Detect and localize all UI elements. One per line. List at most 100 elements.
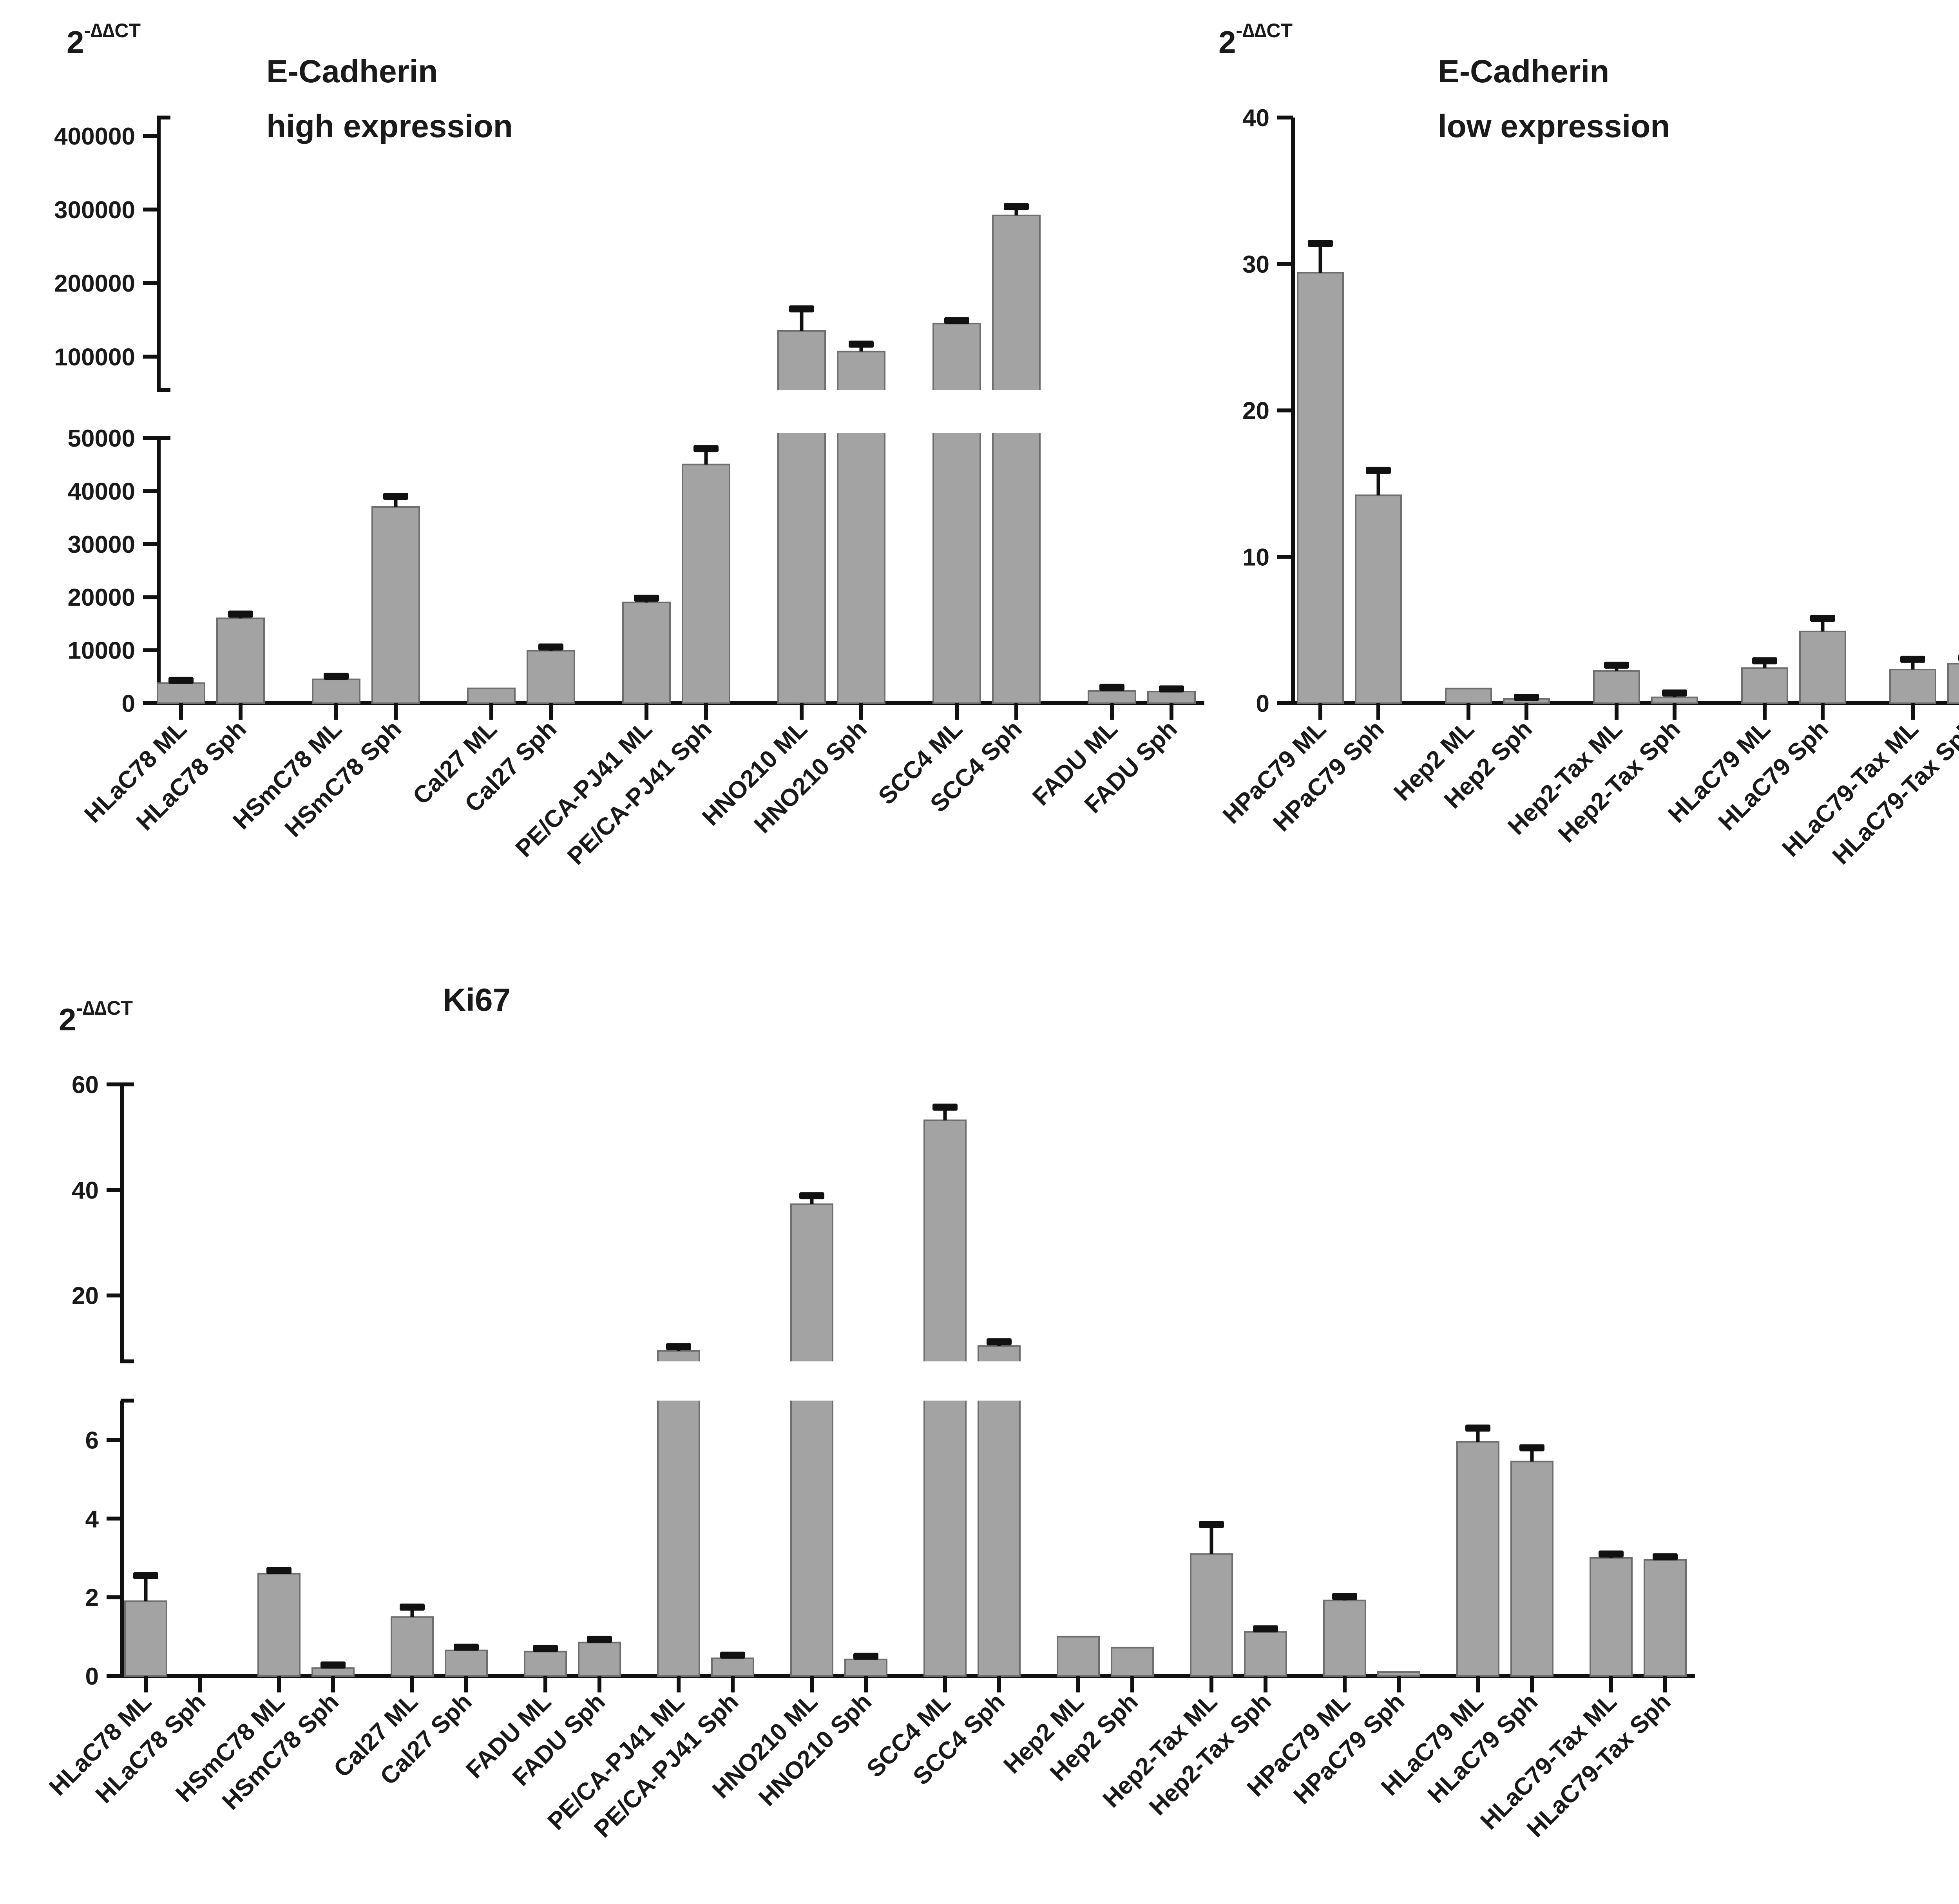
error-cap-hlac79-tax-ml: [1599, 1550, 1624, 1558]
bar-fadu-ml: [524, 1651, 567, 1677]
y-axis-label: 2-∆∆CT: [59, 997, 133, 1037]
bar-scc4-sph: [992, 214, 1041, 704]
error-cap-cal27-sph: [454, 1643, 479, 1651]
bar-hlac78-ml: [124, 1600, 167, 1677]
bar-hlac79-ml: [1456, 1441, 1499, 1677]
chart-title: Ki67: [443, 982, 511, 1018]
bar-hep2-ml: [1057, 1636, 1100, 1677]
error-cap-fadu-ml: [533, 1645, 558, 1652]
y-tick-label: 40: [1242, 105, 1269, 132]
bar-hep2-sph: [1111, 1647, 1154, 1677]
bar-hlac79-tax-sph: [1947, 663, 1959, 704]
y-tick-label: 40000: [68, 478, 135, 505]
bar-scc4-ml: [932, 322, 981, 704]
y-tick-label: 2: [85, 1584, 99, 1611]
bar-break-gap: [655, 1361, 702, 1401]
error-cap-scc4-sph: [1004, 203, 1029, 210]
bar-hno210-ml: [790, 1203, 833, 1677]
bar-hno210-sph: [844, 1658, 887, 1677]
bar-hsmc78-ml: [257, 1573, 301, 1677]
error-cap-hlac79-tax-sph: [1653, 1553, 1678, 1560]
bar-break-gap: [922, 1361, 968, 1401]
error-cap-hlac79-tax-ml: [1900, 655, 1925, 663]
error-cap-cal27-ml: [400, 1604, 425, 1611]
error-cap-hlac79-ml: [1465, 1424, 1490, 1432]
error-cap-hsmc78-sph: [383, 492, 408, 500]
bar-break-gap: [931, 390, 983, 433]
x-tick-label: HLaC78 ML: [79, 715, 192, 828]
error-cap-cal27-sph: [538, 643, 563, 651]
bar-pe-ca-pj41-sph: [711, 1657, 754, 1677]
bar-hsmc78-sph: [371, 506, 420, 704]
bar-break-gap: [776, 390, 827, 433]
y-axis-label: 2-∆∆CT: [1218, 20, 1293, 60]
y-tick-label: 20: [72, 1283, 99, 1310]
y-tick-label: 0: [85, 1663, 99, 1690]
error-cap-hno210-sph: [853, 1652, 878, 1660]
bar-scc4-sph: [978, 1345, 1021, 1677]
bar-hlac79-sph: [1799, 630, 1846, 704]
y-tick-label: 0: [1256, 690, 1269, 717]
y-tick-label: 0: [122, 690, 135, 717]
bar-cal27-sph: [445, 1649, 488, 1677]
y-tick-label: 10: [1242, 544, 1269, 571]
error-cap-hno210-sph: [849, 340, 874, 348]
y-tick-label: 100000: [54, 344, 135, 371]
y-tick-label: 40: [72, 1177, 99, 1204]
error-cap-hno210-ml: [789, 305, 814, 313]
error-cap-hpac79-ml: [1332, 1593, 1357, 1600]
bar-hep2-ml: [1445, 688, 1492, 704]
bar-fadu-ml: [1088, 690, 1136, 704]
error-cap-hpac79-ml: [1308, 240, 1333, 247]
error-cap-pe-ca-pj41-sph: [720, 1651, 745, 1659]
y-tick-label: 10000: [68, 637, 135, 664]
bar-hlac79-ml: [1741, 667, 1788, 704]
bar-hep2-tax-ml: [1593, 670, 1640, 704]
chart-title-line-2: high expression: [266, 109, 513, 144]
bar-cal27-ml: [391, 1616, 434, 1677]
error-cap-fadu-sph: [587, 1636, 612, 1643]
y-tick-label: 200000: [54, 270, 135, 297]
error-cap-hlac79-sph: [1810, 615, 1835, 622]
error-cap-hlac78-sph: [228, 610, 253, 618]
bar-hlac79-sph: [1510, 1461, 1553, 1677]
bar-hpac79-sph: [1355, 494, 1402, 704]
chart-ecadherin-high: 2-∆∆CT E-Cadherin high expression 0 10000…: [54, 20, 1204, 870]
bar-hlac79-tax-ml: [1889, 669, 1936, 704]
y-tick-label: 400000: [54, 123, 135, 150]
bar-pe-ca-pj41-ml: [657, 1350, 700, 1677]
bar-pe-ca-pj41-sph: [682, 463, 730, 704]
y-tick-label: 4: [85, 1506, 99, 1533]
bar-hep2-tax-sph: [1244, 1631, 1287, 1677]
bar-hno210-ml: [777, 330, 826, 704]
error-cap-pe-ca-pj41-ml: [634, 594, 659, 602]
bar-hsmc78-ml: [312, 679, 360, 704]
error-cap-scc4-sph: [987, 1338, 1012, 1346]
error-cap-hep2-tax-ml: [1199, 1521, 1224, 1528]
bar-hpac79-ml: [1297, 272, 1344, 704]
chart-title-line-1: E-Cadherin: [1438, 54, 1609, 89]
y-tick-label: 20: [1242, 398, 1269, 425]
error-cap-pe-ca-pj41-sph: [693, 445, 719, 452]
y-axis-label: 2-∆∆CT: [67, 20, 141, 60]
bar-pe-ca-pj41-ml: [622, 601, 671, 704]
bar-hlac79-tax-sph: [1644, 1559, 1687, 1677]
error-cap-scc4-ml: [932, 1103, 958, 1111]
y-tick-label: 30: [1242, 251, 1269, 278]
error-cap-hsmc78-sph: [320, 1661, 346, 1669]
bar-break-gap: [835, 390, 887, 433]
bar-break-gap: [976, 1361, 1022, 1401]
chart-title-line-1: E-Cadherin: [266, 54, 438, 89]
error-cap-hlac78-ml: [168, 677, 194, 684]
y-tick-label: 60: [72, 1071, 99, 1099]
error-cap-hep2-sph: [1514, 694, 1539, 701]
bar-hlac79-tax-ml: [1590, 1557, 1633, 1677]
y-tick-label: 300000: [54, 197, 135, 224]
bar-cal27-sph: [527, 650, 575, 704]
bar-fadu-sph: [578, 1642, 621, 1677]
error-cap-fadu-ml: [1099, 684, 1124, 691]
bar-break-gap: [789, 1361, 835, 1401]
error-cap-hep2-tax-ml: [1604, 661, 1629, 669]
